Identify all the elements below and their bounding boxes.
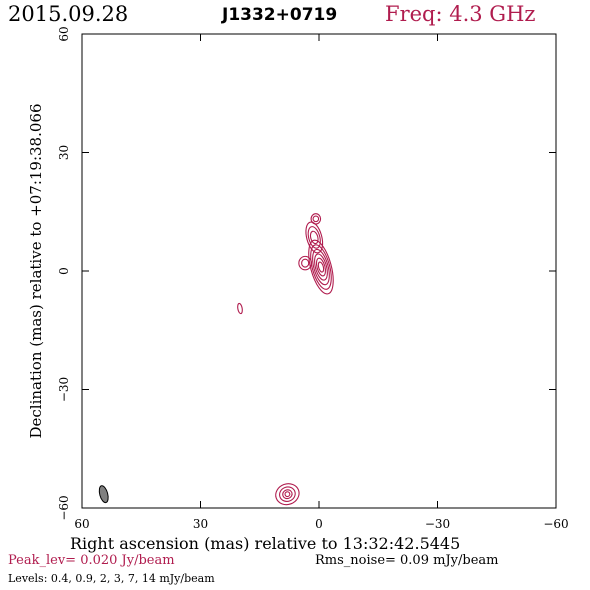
x-tick-label: 60 (74, 517, 89, 531)
contour-core (312, 248, 330, 286)
axis-ticks (81, 33, 557, 509)
y-tick-label: 60 (57, 26, 71, 41)
contour-jet-north (307, 226, 321, 249)
x-tick-label: 0 (315, 517, 323, 531)
contour-core (308, 239, 334, 295)
contour-lines (237, 213, 334, 506)
rms-noise: Rms_noise= 0.09 mJy/beam (315, 553, 499, 568)
y-tick-label: −30 (57, 377, 71, 402)
peak-level: Peak_lev= 0.020 Jy/beam (8, 553, 175, 568)
x-tick-label: −30 (425, 517, 450, 531)
contour-core (310, 244, 332, 290)
contour-east-blob (298, 255, 313, 271)
x-tick-label: 30 (193, 517, 208, 531)
contour-levels: Levels: 0.4, 0.9, 2, 3, 7, 14 mJy/beam (8, 572, 215, 585)
contour-isolated-knot (237, 302, 243, 315)
contour-jet-tip (310, 213, 322, 225)
plot-frame (81, 33, 557, 509)
contour-core (314, 253, 328, 281)
contour-south-feature (282, 489, 293, 500)
contour-jet-north (305, 221, 324, 254)
contour-jet-north (309, 230, 319, 245)
epoch-date: 2015.09.28 (8, 2, 129, 26)
contour-core (317, 261, 325, 273)
contour-south-feature (275, 483, 300, 506)
source-name: J1332+0719 (222, 5, 338, 25)
x-tick-label: −60 (543, 517, 568, 531)
beam-ellipse (98, 485, 109, 504)
contour-jet-tip (312, 215, 320, 223)
contour-south-feature (284, 491, 291, 498)
y-tick-label: 30 (57, 145, 71, 160)
contour-south-feature (279, 486, 296, 502)
contour-east-blob (301, 258, 310, 268)
y-axis-label: Declination (mas) relative to +07:19:38.… (27, 103, 45, 438)
y-tick-label: −60 (57, 495, 71, 520)
y-tick-label: 0 (57, 267, 71, 275)
frequency-label: Freq: 4.3 GHz (385, 2, 536, 26)
x-axis-label: Right ascension (mas) relative to 13:32:… (70, 534, 460, 553)
contour-core (315, 257, 327, 277)
